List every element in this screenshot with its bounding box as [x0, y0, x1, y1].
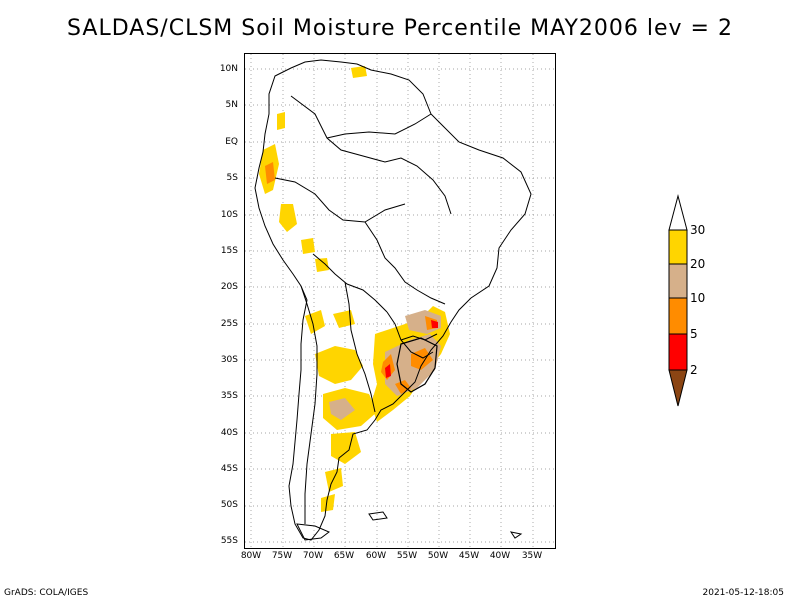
lat-tick-label: 5S	[226, 173, 238, 183]
lon-tick-label: 75W	[271, 551, 293, 561]
uruguay-outline	[396, 337, 438, 393]
colorbar-label: 5	[690, 327, 698, 341]
lon-tick-label: 35W	[521, 551, 543, 561]
lon-tick-label: 80W	[240, 551, 262, 561]
colorbar-label: 10	[690, 291, 706, 305]
map-panel	[244, 53, 556, 549]
lon-tick-label: 70W	[302, 551, 324, 561]
lon-tick-label: 50W	[427, 551, 449, 561]
lat-tick-label: 55S	[220, 536, 238, 546]
lat-tick-label: EQ	[225, 137, 238, 147]
soil-moisture-shading	[259, 66, 450, 512]
lat-tick-label: 20S	[220, 282, 238, 292]
footer-credit: GrADS: COLA/IGES	[4, 588, 89, 598]
lat-tick-label: 45S	[220, 464, 238, 474]
lon-tick-label: 40W	[489, 551, 511, 561]
colorbar-segment-2-5	[668, 333, 688, 371]
lat-tick-label: 10N	[219, 64, 238, 74]
colorbar-segment-10-20	[668, 263, 688, 299]
lon-tick-label: 60W	[365, 551, 387, 561]
lat-tick-label: 15S	[220, 246, 238, 256]
colorbar-label: 20	[690, 257, 706, 271]
colorbar-segment-5-10	[668, 297, 688, 335]
colorbar-label: 2	[690, 363, 698, 377]
colorbar-segment-below-2	[668, 369, 688, 407]
lat-tick-label: 50S	[220, 500, 238, 510]
tierra-del-fuego	[296, 523, 330, 541]
lat-tick-label: 40S	[220, 428, 238, 438]
south-america-map	[245, 54, 555, 548]
lat-tick-label: 30S	[220, 355, 238, 365]
colorbar	[668, 194, 688, 407]
lat-tick-label: 25S	[220, 319, 238, 329]
lon-tick-label: 65W	[333, 551, 355, 561]
coastlines-borders	[254, 59, 532, 541]
lat-tick-label: 35S	[220, 391, 238, 401]
colorbar-segment-20-30	[668, 229, 688, 265]
lat-tick-label: 5N	[225, 100, 238, 110]
lon-tick-label: 45W	[458, 551, 480, 561]
lat-tick-label: 10S	[220, 210, 238, 220]
footer-timestamp: 2021-05-12-18:05	[702, 588, 785, 598]
colorbar-segment-above-30	[668, 194, 688, 231]
colorbar-label: 30	[690, 223, 706, 237]
falkland-islands	[368, 511, 388, 521]
map-title: SALDAS/CLSM Soil Moisture Percentile MAY…	[67, 16, 733, 41]
lon-tick-label: 55W	[396, 551, 418, 561]
south-georgia	[509, 531, 523, 539]
